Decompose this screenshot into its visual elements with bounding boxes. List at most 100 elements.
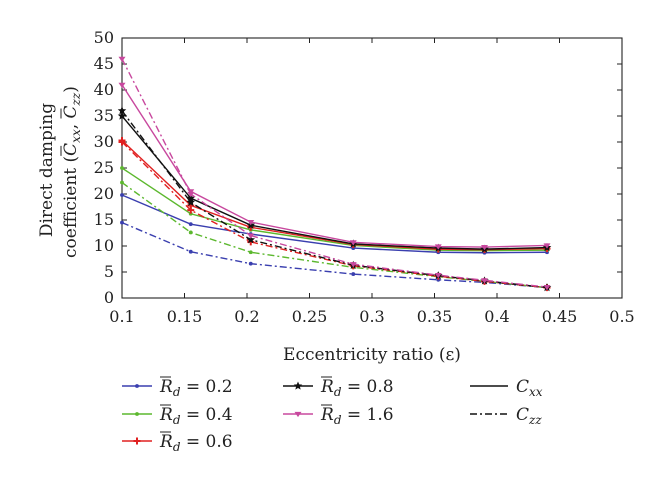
legend-style-var: C xyxy=(516,377,529,397)
point-marker xyxy=(187,206,195,214)
x-tick-label: 0.3 xyxy=(359,307,384,326)
plot-frame xyxy=(121,37,623,299)
series-8 xyxy=(118,82,551,251)
point-marker xyxy=(135,384,139,388)
x-tick-label: 0.2 xyxy=(234,307,259,326)
legend-var: R xyxy=(320,405,334,425)
point-marker xyxy=(481,244,488,251)
point-marker xyxy=(118,138,126,146)
series-3 xyxy=(120,180,549,290)
legend-label: Rd = 0.6 xyxy=(159,432,233,454)
legend-item-3: Rd = 0.8 xyxy=(283,376,394,399)
legend-style-1: Czz xyxy=(470,405,542,427)
legend-value: = 0.8 xyxy=(342,377,394,397)
legend-style-sub: zz xyxy=(528,413,542,427)
ylabel-comma: , xyxy=(61,118,81,129)
legend-value: = 0.2 xyxy=(181,377,233,397)
legend-item-2: Rd = 0.6 xyxy=(122,431,233,454)
legend-sub: d xyxy=(334,385,342,399)
series-line xyxy=(121,110,548,289)
y-tick-label: 35 xyxy=(94,106,114,125)
legend-item-1: Rd = 0.4 xyxy=(122,404,233,427)
x-tick-label: 0.35 xyxy=(417,307,453,326)
series-line xyxy=(121,181,548,289)
series-5 xyxy=(118,138,551,292)
ylabel-cxx-sub: xx xyxy=(69,129,83,143)
point-marker xyxy=(120,180,124,185)
point-marker xyxy=(248,261,253,266)
legend-item-4: Rd = 1.6 xyxy=(283,404,394,427)
x-tick-label: 0.4 xyxy=(484,307,509,326)
point-marker xyxy=(135,412,139,416)
legend-style-label: Czz xyxy=(516,405,542,427)
plot-axes xyxy=(121,37,623,299)
y-tick-label: 50 xyxy=(94,28,114,47)
legend-style-sub: xx xyxy=(529,385,543,399)
point-marker xyxy=(188,249,193,254)
point-marker xyxy=(188,222,193,227)
legend-var: R xyxy=(159,405,173,425)
ylabel-czz: C xyxy=(61,105,81,118)
y-axis-label-line2: coefficient (Cxx, Czz) xyxy=(60,86,83,258)
y-tick-label: 5 xyxy=(104,262,114,281)
point-marker xyxy=(118,56,126,62)
point-marker xyxy=(117,106,127,115)
legend-style-0: Cxx xyxy=(470,377,543,399)
y-tick-label: 45 xyxy=(94,54,114,73)
series-2 xyxy=(120,166,549,253)
y-tick-label: 15 xyxy=(94,210,114,229)
x-tick-label: 0.45 xyxy=(542,307,578,326)
legend-sub: d xyxy=(334,413,342,427)
y-tick-label: 30 xyxy=(94,132,114,151)
point-marker xyxy=(543,243,551,249)
legend-var: R xyxy=(159,377,173,397)
legend-value: = 1.6 xyxy=(342,405,394,425)
x-axis-label: Eccentricity ratio (ε) xyxy=(283,345,461,365)
point-marker xyxy=(186,197,196,206)
legend: Rd = 0.2Rd = 0.4Rd = 0.6Rd = 0.8Rd = 1.6… xyxy=(122,376,543,454)
ylabel-suffix: ) xyxy=(61,86,81,93)
legend-label: Rd = 0.4 xyxy=(159,405,233,427)
legend-value: = 0.4 xyxy=(181,405,233,425)
point-marker xyxy=(133,437,141,445)
point-marker xyxy=(349,240,357,246)
point-marker xyxy=(294,411,302,418)
series-layer xyxy=(117,56,552,292)
legend-sub: d xyxy=(173,440,181,454)
point-marker xyxy=(434,244,442,250)
point-marker xyxy=(120,166,124,170)
ylabel-czz-sub: zz xyxy=(69,92,83,106)
y-tick-label: 10 xyxy=(94,236,114,255)
point-marker xyxy=(120,193,124,197)
y-axis-label: Direct damping coefficient (Cxx, Czz) xyxy=(37,86,83,258)
legend-label: Rd = 0.8 xyxy=(320,377,394,399)
legend-style-var: C xyxy=(516,405,529,425)
y-tick-label: 25 xyxy=(94,158,114,177)
point-marker xyxy=(187,191,195,198)
ylabel-cxx: C xyxy=(61,143,81,156)
ylabel-prefix: coefficient ( xyxy=(61,156,81,258)
point-marker xyxy=(434,273,442,279)
series-9 xyxy=(118,56,551,291)
point-marker xyxy=(248,250,253,255)
x-tick-label: 0.15 xyxy=(167,307,203,326)
legend-var: R xyxy=(159,432,173,452)
legend-label: Rd = 1.6 xyxy=(320,405,394,427)
legend-style-label: Cxx xyxy=(516,377,543,399)
x-tick-label: 0.1 xyxy=(109,307,134,326)
legend-label: Rd = 0.2 xyxy=(159,377,233,399)
point-marker xyxy=(118,82,126,88)
point-marker xyxy=(247,219,255,226)
tick-labels: 0.1 0.15 0.2 0.25 0.3 0.35 0.4 0.45 0.5 0 5 10 15 20 2… xyxy=(94,28,635,326)
legend-item-0: Rd = 0.2 xyxy=(122,376,233,399)
x-tick-label: 0.25 xyxy=(292,307,328,326)
series-line xyxy=(121,194,548,254)
series-6 xyxy=(117,111,552,253)
legend-sub: d xyxy=(173,385,181,399)
y-tick-label: 0 xyxy=(104,288,114,307)
point-marker xyxy=(120,220,124,225)
point-marker xyxy=(188,230,193,235)
point-marker xyxy=(543,284,551,291)
series-line xyxy=(121,221,548,289)
